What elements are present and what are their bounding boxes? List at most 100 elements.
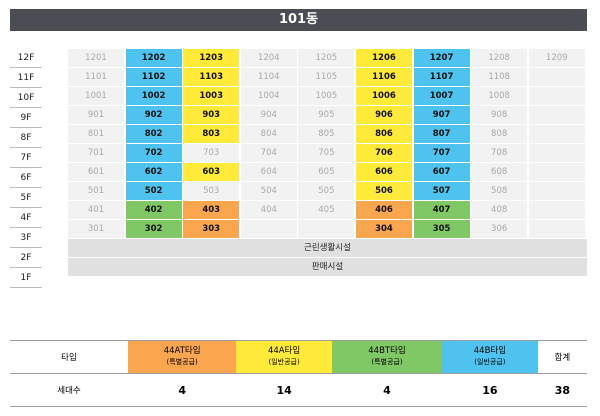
unit-cell: 606 [355,163,412,181]
unit-cell: 1201 [68,49,124,67]
unit-cell: 1206 [355,49,412,67]
unit-row: 801 802 803 804 805 806 807 808 [68,125,587,143]
unit-cell: 701 [68,144,124,162]
unit-cell: 306 [471,220,528,238]
unit-cell: 505 [298,182,355,200]
empty-cell [528,87,585,105]
unit-row: 901 902 903 904 905 906 907 908 [68,106,587,124]
unit-cell: 403 [183,201,240,219]
empty-cell [528,163,585,181]
unit-cell: 902 [125,106,182,124]
unit-cell: 802 [125,125,182,143]
unit-cell: 1003 [183,87,240,105]
empty-cell [528,182,585,200]
unit-rows: 1201 1202 1203 1204 1205 1206 1207 1208 1209 1101… [68,49,587,238]
unit-cell: 401 [68,201,124,219]
unit-cell: 1105 [298,68,355,86]
count-cell: 4 [331,373,443,407]
unit-cell: 803 [183,125,240,143]
unit-cell: 501 [68,182,124,200]
unit-cell: 305 [413,220,470,238]
unit-cell: 605 [298,163,355,181]
unit-cell: 301 [68,220,124,238]
unit-cell: 406 [355,201,412,219]
total-header: 합계 [537,340,587,374]
unit-cell: 1001 [68,87,124,105]
count-cell: 16 [442,373,538,407]
unit-cell: 303 [183,220,240,238]
unit-cell: 708 [471,144,528,162]
floor-label: 6F [10,169,42,188]
unit-cell: 806 [355,125,412,143]
unit-cell: 1101 [68,68,124,86]
unit-cell: 904 [240,106,297,124]
unit-cell: 705 [298,144,355,162]
floor-2-facility: 근린생활시설 [68,239,587,257]
type-cell-44b: 44B타입 (일반공급) [442,340,538,374]
unit-cell: 402 [125,201,182,219]
empty-cell [528,201,585,219]
unit-cell: 903 [183,106,240,124]
empty-cell [528,106,585,124]
unit-cell: 1006 [355,87,412,105]
unit-row: 1101 1102 1103 1104 1105 1106 1107 1108 [68,68,587,86]
type-sub: (특별공급) [166,358,198,366]
type-header: 타입 [10,340,128,374]
empty-cell [528,220,585,238]
unit-cell: 1004 [240,87,297,105]
unit-cell: 1002 [125,87,182,105]
floor-label: 7F [10,149,42,168]
unit-cell: 602 [125,163,182,181]
unit-cell: 503 [183,182,240,200]
unit-cell: 507 [413,182,470,200]
unit-cell: 603 [183,163,240,181]
unit-cell: 703 [183,144,240,162]
unit-cell: 707 [413,144,470,162]
unit-cell: 1104 [240,68,297,86]
count-cell: 14 [236,373,332,407]
floor-label: 10F [10,89,42,108]
type-sub: (특별공급) [371,358,403,366]
empty-cell [528,144,585,162]
summary-table: 타입 44AT타입 (특별공급) 44A타입 (일반공급) 44BT타입 (특별… [10,340,587,407]
unit-cell: 404 [240,201,297,219]
floor-label: 11F [10,69,42,88]
floor-label: 5F [10,189,42,208]
unit-cell: 805 [298,125,355,143]
type-sub: (일반공급) [474,358,506,366]
type-name: 44B타입 [473,346,507,356]
unit-cell: 1202 [125,49,182,67]
unit-cell: 608 [471,163,528,181]
type-cell-44bt: 44BT타입 (특별공급) [331,340,443,374]
unit-cell: 1005 [298,87,355,105]
unit-row: 601 602 603 604 605 606 607 608 [68,163,587,181]
unit-row: 501 502 503 504 505 506 507 508 [68,182,587,200]
type-cell-44a: 44A타입 (일반공급) [236,340,332,374]
unit-cell: 1208 [471,49,528,67]
unit-cell: 906 [355,106,412,124]
floor-label: 12F [10,49,42,68]
unit-cell: 504 [240,182,297,200]
unit-cell: 907 [413,106,470,124]
unit-cell: 702 [125,144,182,162]
unit-cell: 706 [355,144,412,162]
unit-cell: 804 [240,125,297,143]
total-count: 38 [537,373,587,407]
unit-cell: 1102 [125,68,182,86]
unit-cell: 905 [298,106,355,124]
unit-row: 1201 1202 1203 1204 1205 1206 1207 1208 1209 [68,49,587,67]
type-sub: (일반공급) [268,358,300,366]
floor-label: 1F [10,269,42,288]
unit-cell: 405 [298,201,355,219]
unit-cell: 1203 [183,49,240,67]
unit-cell: 908 [471,106,528,124]
unit-row: 701 702 703 704 705 706 707 708 [68,144,587,162]
floor-label: 4F [10,209,42,228]
floor-label: 2F [10,249,42,268]
unit-cell: 1209 [528,49,585,67]
unit-cell: 901 [68,106,124,124]
empty-cell [528,68,585,86]
unit-cell: 601 [68,163,124,181]
unit-cell: 1207 [413,49,470,67]
empty-cell [528,125,585,143]
